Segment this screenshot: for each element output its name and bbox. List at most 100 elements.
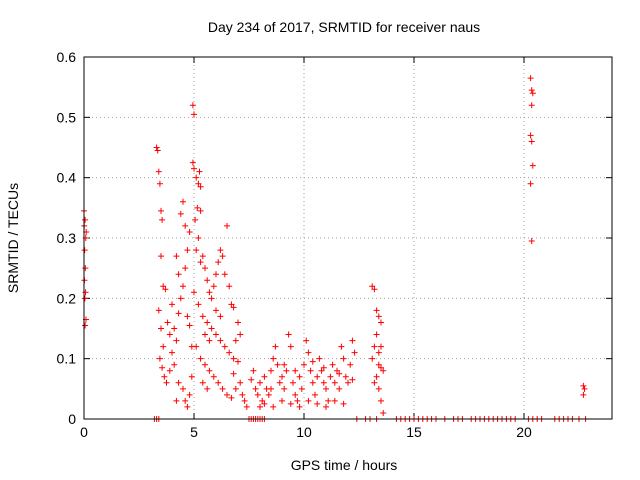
data-point	[371, 343, 378, 350]
plot-frame	[83, 56, 613, 420]
data-point	[283, 367, 290, 374]
data-point	[202, 265, 208, 272]
data-point	[186, 322, 193, 329]
data-point	[580, 391, 587, 398]
data-point	[528, 87, 535, 94]
data-point	[180, 198, 186, 205]
y-tick-label: 0.4	[57, 170, 77, 186]
data-point	[312, 391, 318, 398]
y-tick-label: 0.1	[57, 351, 77, 367]
data-point	[204, 385, 211, 392]
data-point	[272, 343, 279, 350]
data-point	[204, 277, 211, 284]
data-point	[191, 165, 197, 172]
data-point	[221, 343, 228, 350]
data-point	[161, 373, 168, 380]
data-point	[318, 367, 325, 374]
data-point	[166, 367, 173, 374]
data-point	[378, 319, 384, 326]
x-tick-label: 10	[296, 424, 312, 440]
data-point	[155, 307, 162, 314]
data-point	[323, 403, 329, 410]
data-point	[217, 313, 224, 320]
data-point	[274, 361, 281, 368]
data-point	[160, 343, 167, 350]
data-point	[180, 385, 186, 392]
data-point	[175, 310, 182, 317]
data-point	[241, 397, 248, 404]
data-point	[155, 168, 162, 175]
data-point	[373, 331, 380, 338]
data-point	[292, 391, 299, 398]
data-point	[529, 162, 536, 169]
data-point	[219, 385, 226, 392]
y-tick-label: 0	[68, 411, 76, 427]
data-point	[197, 183, 204, 190]
data-point	[228, 301, 235, 308]
data-point	[259, 397, 266, 404]
data-point	[301, 361, 307, 368]
data-point	[195, 301, 202, 308]
data-point	[371, 379, 378, 386]
data-point	[290, 379, 296, 386]
data-point	[232, 337, 239, 344]
data-point	[369, 283, 376, 290]
data-point	[298, 385, 305, 392]
data-point	[202, 331, 208, 338]
data-point	[217, 337, 224, 344]
data-point	[197, 207, 204, 214]
data-point	[202, 361, 208, 368]
data-point	[375, 313, 382, 320]
data-point	[314, 373, 321, 380]
data-point	[336, 385, 343, 392]
data-point	[305, 397, 312, 404]
data-point	[213, 331, 219, 338]
data-point	[336, 370, 343, 377]
data-point	[193, 247, 200, 254]
data-point	[182, 222, 189, 229]
data-point	[189, 159, 196, 166]
data-point	[334, 367, 340, 374]
data-point	[279, 373, 285, 380]
data-point	[193, 343, 200, 350]
data-point	[156, 355, 163, 362]
data-point	[154, 147, 161, 154]
data-point	[159, 364, 166, 371]
data-point	[369, 355, 376, 362]
data-point	[309, 358, 316, 365]
data-point	[237, 379, 244, 386]
x-tick-label: 0	[80, 424, 88, 440]
data-point	[349, 337, 356, 344]
data-point	[193, 174, 200, 181]
data-point	[235, 319, 241, 326]
data-point	[196, 168, 203, 175]
data-point	[248, 376, 255, 383]
data-point	[257, 379, 263, 386]
data-point	[169, 301, 175, 308]
data-point	[230, 355, 237, 362]
data-point	[192, 216, 199, 223]
chart-title: Day 234 of 2017, SRMTID for receiver nau…	[208, 19, 480, 35]
data-point	[159, 216, 166, 223]
data-point	[199, 379, 206, 386]
data-point	[237, 331, 244, 338]
data-point	[197, 259, 204, 266]
y-tick-label: 0.5	[57, 109, 77, 125]
data-point	[281, 385, 288, 392]
data-point	[375, 385, 382, 392]
data-point	[82, 216, 89, 223]
data-point	[257, 403, 263, 410]
data-point	[197, 355, 204, 362]
data-point	[527, 180, 534, 187]
data-point	[163, 379, 170, 386]
data-point	[581, 385, 588, 392]
data-point	[177, 295, 184, 302]
data-point	[215, 259, 222, 266]
data-point	[327, 373, 334, 380]
data-point	[345, 379, 351, 386]
data-point	[195, 235, 202, 241]
data-points	[81, 75, 589, 422]
data-point	[182, 397, 189, 404]
data-point	[325, 397, 332, 404]
data-point	[189, 102, 196, 109]
